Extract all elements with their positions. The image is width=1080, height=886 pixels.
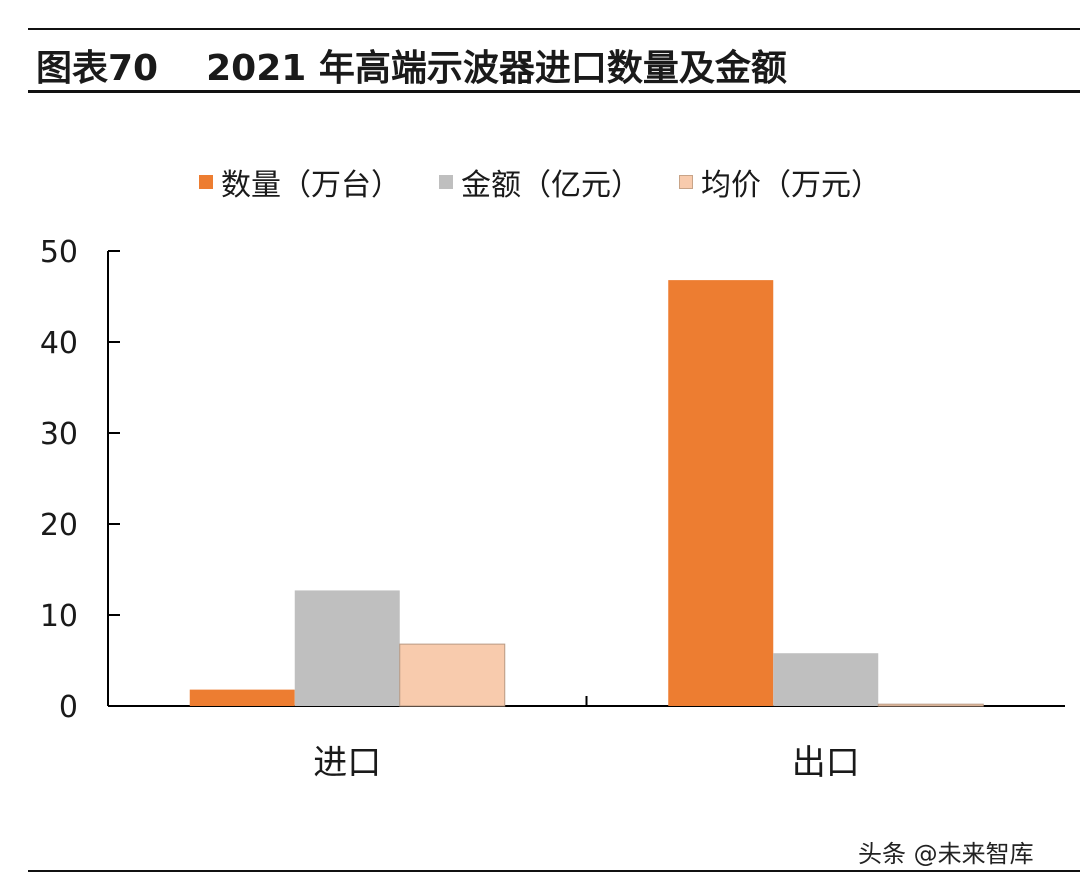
legend-swatch-quantity <box>199 175 213 189</box>
legend-swatch-amount <box>439 175 453 189</box>
legend-label-quantity: 数量（万台） <box>221 168 401 203</box>
legend-label-amount: 金额（亿元） <box>461 168 641 203</box>
bar-0-2 <box>399 643 506 707</box>
chart-title: 2021 年高端示波器进口数量及金额 <box>206 48 787 89</box>
y-tick-label-2: 20 <box>40 508 78 543</box>
y-tick-label-0: 0 <box>59 690 78 725</box>
top-rule <box>28 28 1080 30</box>
bar-0-1 <box>294 590 400 706</box>
x-category-label-0: 进口 <box>313 743 381 783</box>
legend-item-quantity: 数量（万台） <box>199 160 401 204</box>
x-category-label-1: 出口 <box>792 743 860 783</box>
figure-header: 图表70 2021 年高端示波器进口数量及金额 <box>36 40 787 90</box>
y-tick-label-4: 40 <box>40 326 78 361</box>
bar-0-0 <box>189 689 295 706</box>
y-tick-label-3: 30 <box>40 417 78 452</box>
legend-item-avg-price: 均价（万元） <box>679 160 881 204</box>
title-rule <box>28 90 1080 93</box>
bar-1-0 <box>668 280 774 706</box>
y-tick-label-1: 10 <box>40 599 78 634</box>
bar-1-1 <box>773 653 879 706</box>
legend-item-amount: 金额（亿元） <box>439 160 641 204</box>
figure-label: 图表70 <box>36 48 159 89</box>
chart-legend: 数量（万台） 金额（亿元） 均价（万元） <box>0 160 1080 204</box>
bottom-rule <box>28 870 1080 872</box>
y-tick-label-5: 50 <box>40 235 78 270</box>
bar-1-2 <box>877 703 984 707</box>
watermark: 头条 @未来智库 <box>858 840 1034 868</box>
legend-label-avg-price: 均价（万元） <box>701 168 881 203</box>
legend-swatch-avg-price <box>679 175 693 189</box>
